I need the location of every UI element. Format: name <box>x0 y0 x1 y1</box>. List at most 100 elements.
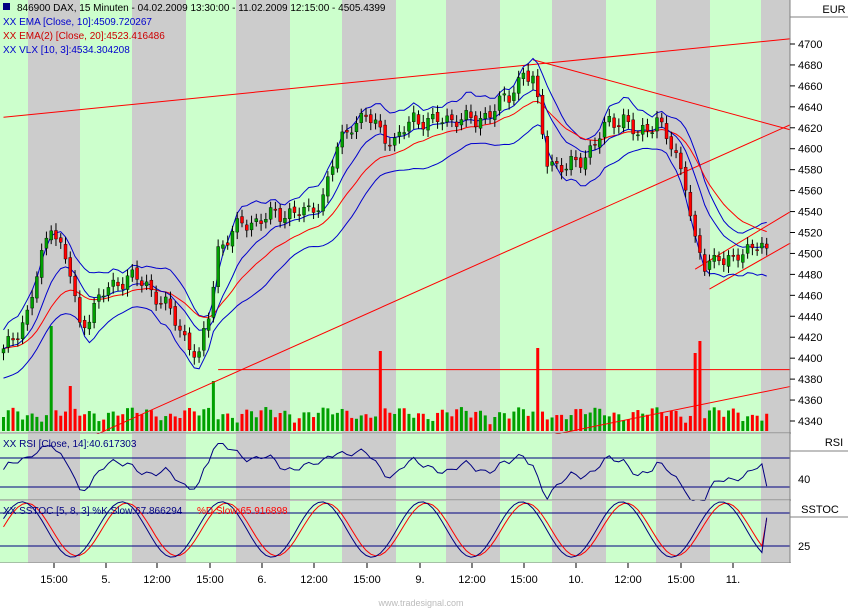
volume-bar <box>493 417 497 431</box>
volume-bar <box>345 410 349 431</box>
x-tick-label: 15:00 <box>196 574 224 586</box>
y-tick-label: 4480 <box>798 269 822 281</box>
candle-body <box>187 332 192 351</box>
volume-bar <box>364 414 368 431</box>
candle-body <box>249 222 254 231</box>
candle-body <box>559 165 564 173</box>
volume-bar <box>54 410 58 431</box>
candle-body <box>140 280 144 286</box>
x-tick-label: 15:00 <box>510 574 538 586</box>
candle-body <box>750 243 755 249</box>
volume-bar <box>631 412 635 431</box>
candle-body <box>464 110 468 120</box>
volume-bar <box>436 412 440 431</box>
candle-body <box>235 218 239 233</box>
volume-bar <box>11 407 15 431</box>
volume-bar <box>259 410 263 431</box>
price-panel <box>0 0 791 443</box>
candle-body <box>574 156 578 161</box>
volume-bar <box>192 411 196 431</box>
volume-bar <box>106 412 110 431</box>
candle-body <box>202 328 206 351</box>
candle-body <box>760 242 764 249</box>
volume-bar <box>688 415 692 431</box>
sstoc-level-label: 25 <box>798 541 810 553</box>
candle-body <box>602 121 607 138</box>
candle-body <box>412 112 416 122</box>
candle-body <box>726 255 731 267</box>
price-header: 846900 DAX, 15 Minuten - 04.02.2009 13:3… <box>3 3 386 56</box>
volume-bar <box>650 408 654 431</box>
volume-bar <box>397 408 401 431</box>
volume-bar <box>450 416 454 431</box>
session-gap <box>342 501 396 563</box>
rsi-line <box>3 443 768 503</box>
volume-bar <box>741 421 745 431</box>
candle-body <box>454 121 459 127</box>
candle-body <box>307 205 311 208</box>
candle-body <box>578 157 583 168</box>
volume-bar <box>254 417 258 431</box>
y-tick-label: 4400 <box>798 353 822 365</box>
volume-bar <box>636 410 640 431</box>
candle-body <box>388 144 392 147</box>
candle-body <box>722 258 726 265</box>
y-tick-label: 4540 <box>798 207 822 219</box>
candle-body <box>159 303 163 305</box>
candle-body <box>302 207 306 216</box>
volume-bar <box>102 419 106 431</box>
ema10-label: XX EMA [Close, 10]:4509.720267 <box>3 17 152 28</box>
volume-bar <box>87 411 91 431</box>
candle-body <box>521 72 526 79</box>
y-tick-label: 4660 <box>798 81 822 93</box>
session-gap <box>552 501 606 563</box>
candle-body <box>87 321 92 330</box>
volume-bar <box>331 414 335 431</box>
volume-bar <box>140 414 144 431</box>
watermark: www.tradesignal.com <box>377 598 463 608</box>
volume-bar <box>126 408 130 431</box>
candle-body <box>154 291 158 305</box>
volume-bar <box>717 410 721 431</box>
x-tick-label: 9. <box>415 574 424 586</box>
price-unit-label: EUR <box>822 4 845 16</box>
volume-bar <box>736 412 740 431</box>
volume-bar <box>474 411 478 431</box>
volume-bar <box>560 414 564 431</box>
volume-bar <box>307 412 311 431</box>
candle-body <box>593 144 597 146</box>
volume-bar <box>550 417 554 431</box>
candle-body <box>20 322 25 340</box>
candle-body <box>426 118 430 131</box>
candle-body <box>63 244 68 260</box>
volume-bar <box>750 414 754 431</box>
rsi-label: XX RSI [Close, 14]:40.617303 <box>3 439 137 450</box>
volume-bar <box>498 412 502 431</box>
candle-body <box>507 95 511 103</box>
sstoc-panel <box>0 501 790 563</box>
session-gap <box>446 501 500 563</box>
candle-body <box>288 208 292 219</box>
candle-body <box>183 331 187 336</box>
candle-body <box>144 281 149 286</box>
rsi-level-label: 40 <box>798 474 810 486</box>
volume-bar <box>388 412 392 431</box>
candle-body <box>636 134 640 137</box>
volume-bar <box>383 408 387 431</box>
volume-bar <box>369 417 373 431</box>
candle-body <box>35 276 39 299</box>
candle-body <box>78 297 82 323</box>
volume-bar <box>130 407 134 431</box>
y-tick-label: 4640 <box>798 102 822 114</box>
session-gap <box>132 434 186 500</box>
candle-body <box>11 338 15 341</box>
x-tick-label: 15:00 <box>353 574 381 586</box>
trendline <box>694 211 791 270</box>
candle-body <box>292 206 297 213</box>
volume-bar <box>197 415 201 431</box>
candle-body <box>497 95 502 111</box>
volume-bar <box>579 408 583 431</box>
candle-body <box>245 224 249 231</box>
candle-body <box>445 115 449 123</box>
volume-bar <box>455 409 459 431</box>
